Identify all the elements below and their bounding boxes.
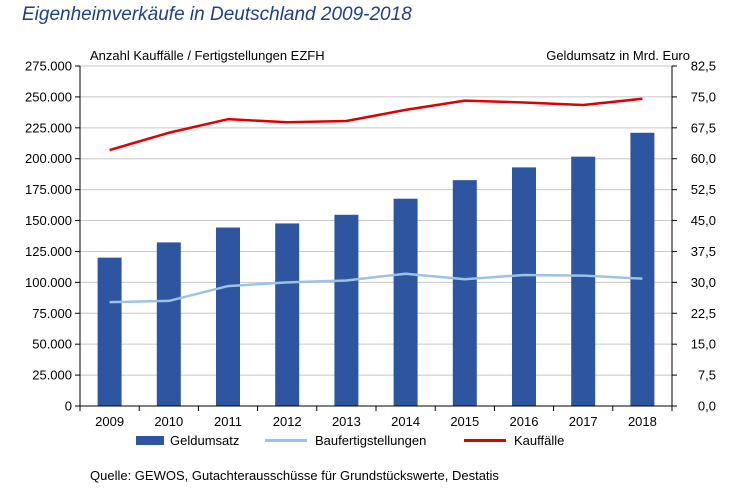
legend-item-baufertigstellungen: Baufertigstellungen — [265, 433, 426, 448]
left-axis-title: Anzahl Kauffälle / Fertigstellungen EZFH — [90, 48, 325, 63]
x-tick-label: 2012 — [273, 414, 302, 429]
right-tick-label: 82,5 — [691, 59, 716, 74]
bar-geldumsatz-2017 — [571, 156, 596, 406]
legend-swatch-kauffaelle — [464, 439, 506, 442]
left-tick-label: 25.000 — [32, 368, 72, 383]
x-tick-label: 2014 — [391, 414, 420, 429]
bar-geldumsatz-2011 — [216, 227, 240, 406]
bar-geldumsatz-2013 — [334, 214, 359, 406]
bar-geldumsatz-2018 — [630, 132, 655, 406]
right-tick-label: 75,0 — [691, 89, 716, 104]
legend: Geldumsatz Baufertigstellungen Kauffälle — [0, 433, 750, 451]
line-kauffaelle — [109, 97, 643, 152]
left-tick-label: 50.000 — [32, 337, 72, 352]
x-tick-label: 2010 — [154, 414, 183, 429]
left-tick-label: 250.000 — [25, 89, 72, 104]
right-tick-label: 30,0 — [691, 275, 716, 290]
bar-geldumsatz-2016 — [512, 167, 536, 406]
bar-geldumsatz-2015 — [452, 180, 477, 406]
right-tick-label: 7,5 — [698, 368, 716, 383]
left-tick-label: 125.000 — [25, 244, 72, 259]
right-axis-ticks: 0,0 7,5 15,0 22,5 30,0 37,5 45,0 52,5 60,0 67,5 75… — [691, 59, 716, 414]
right-tick-label: 15,0 — [691, 337, 716, 352]
axes — [75, 65, 677, 411]
line-series — [109, 97, 643, 304]
source-note: Quelle: GEWOS, Gutachterausschüsse für G… — [90, 468, 499, 483]
bar-geldumsatz-2012 — [275, 223, 300, 406]
legend-item-kauffaelle: Kauffälle — [464, 433, 564, 448]
bar-geldumsatz-2010 — [156, 242, 181, 406]
left-tick-label: 275.000 — [25, 59, 72, 74]
left-tick-label: 175.000 — [25, 182, 72, 197]
left-tick-label: 200.000 — [25, 151, 72, 166]
left-tick-label: 150.000 — [25, 213, 72, 228]
right-tick-label: 22,5 — [691, 306, 716, 321]
right-tick-label: 52,5 — [691, 182, 716, 197]
left-tick-label: 100.000 — [25, 275, 72, 290]
legend-swatch-baufertigstellungen — [265, 439, 307, 442]
bar-series — [97, 132, 655, 406]
x-tick-label: 2016 — [510, 414, 539, 429]
x-axis-ticks: 2009 2010 2011 2012 2013 2014 2015 2016 2017 2018 — [95, 414, 657, 429]
left-tick-label: 0 — [65, 399, 72, 414]
bar-geldumsatz-2014 — [393, 198, 418, 406]
legend-label-baufertigstellungen: Baufertigstellungen — [315, 433, 427, 448]
x-tick-label: 2011 — [214, 414, 242, 429]
legend-label-kauffaelle: Kauffälle — [514, 433, 565, 448]
left-tick-label: 225.000 — [25, 120, 72, 135]
left-tick-label: 75.000 — [32, 306, 72, 321]
x-tick-label: 2009 — [95, 414, 124, 429]
right-axis-title: Geldumsatz in Mrd. Euro — [546, 48, 690, 63]
legend-label-geldumsatz: Geldumsatz — [170, 433, 240, 448]
right-tick-label: 37,5 — [691, 244, 716, 259]
bar-geldumsatz-2009 — [97, 257, 122, 406]
right-tick-label: 45,0 — [691, 213, 716, 228]
x-tick-label: 2018 — [628, 414, 657, 429]
legend-swatch-geldumsatz — [136, 436, 164, 445]
right-tick-label: 60,0 — [691, 151, 716, 166]
chart-title: Eigenheimverkäufe in Deutschland 2009-20… — [22, 4, 412, 25]
right-tick-label: 0,0 — [698, 399, 716, 414]
right-tick-label: 67,5 — [691, 120, 716, 135]
line-baufertigstellungen — [109, 272, 643, 304]
x-tick-label: 2013 — [332, 414, 361, 429]
x-tick-label: 2015 — [450, 414, 479, 429]
legend-item-geldumsatz: Geldumsatz — [136, 433, 239, 448]
left-axis-ticks: 0 25.000 50.000 75.000 100.000 125.000 150.000… — [25, 59, 72, 414]
x-tick-label: 2017 — [569, 414, 598, 429]
